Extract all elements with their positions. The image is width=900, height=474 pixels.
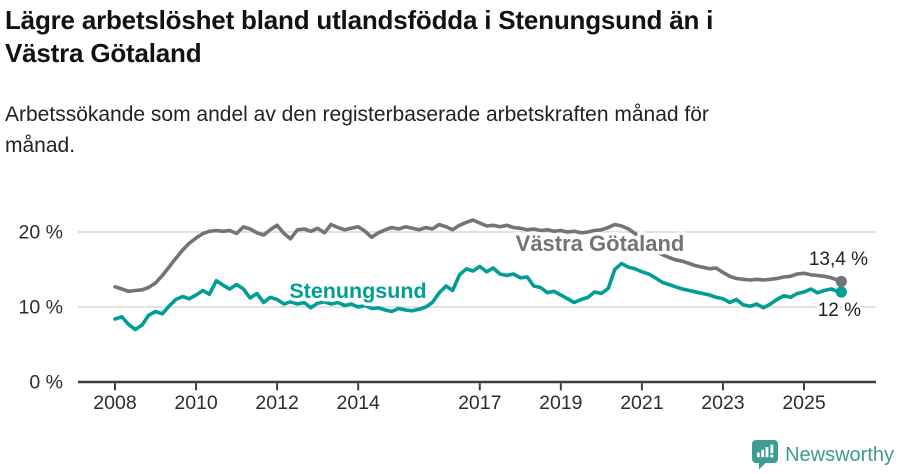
x-axis-tick-label: 2025 [782,392,826,414]
series-line-vastra-gotaland [113,218,844,294]
page-title: Lägre arbetslöshet bland utlandsfödda i … [5,5,714,68]
x-axis-tick-label: 2021 [620,392,663,414]
y-axis-tick-label: 10 % [19,297,63,319]
x-axis-tick-label: 2019 [539,392,582,414]
x-axis-tick-label: 2012 [255,392,298,414]
x-axis-tick-label: 2017 [458,392,501,414]
series-label-vastra-gotaland: Västra Götaland [516,231,685,256]
series-line-stenungsund [113,261,844,332]
series-end-dot-stenungsund [835,286,847,298]
series-end-value-label-stenungsund: 12 % [818,300,861,321]
series-end-value-label-vastra-gotaland: 13,4 % [809,249,868,270]
brand-footer: Newsworthy [752,440,894,470]
series-label-stenungsund: Stenungsund [289,279,426,303]
x-axis-tick-label: 2008 [93,392,136,414]
brand-name: Newsworthy [785,443,894,466]
unemployment-line-chart: 0 % 10 % 20 % 2008 2010 2012 2014 2017 2019 2021 2… [19,218,876,414]
chart-subtitle: Arbetssökande som andel av den registerb… [5,103,709,157]
x-axis-tick-label: 2010 [174,392,218,414]
y-axis-tick-label: 20 % [19,222,63,244]
x-axis-tick-label: 2014 [336,392,380,414]
x-axis-tick-label: 2023 [701,392,744,414]
series-end-dot-vastra-gotaland [835,275,847,288]
y-axis-tick-label: 0 % [29,372,63,394]
bar-chart-speech-bubble-icon [752,440,779,470]
